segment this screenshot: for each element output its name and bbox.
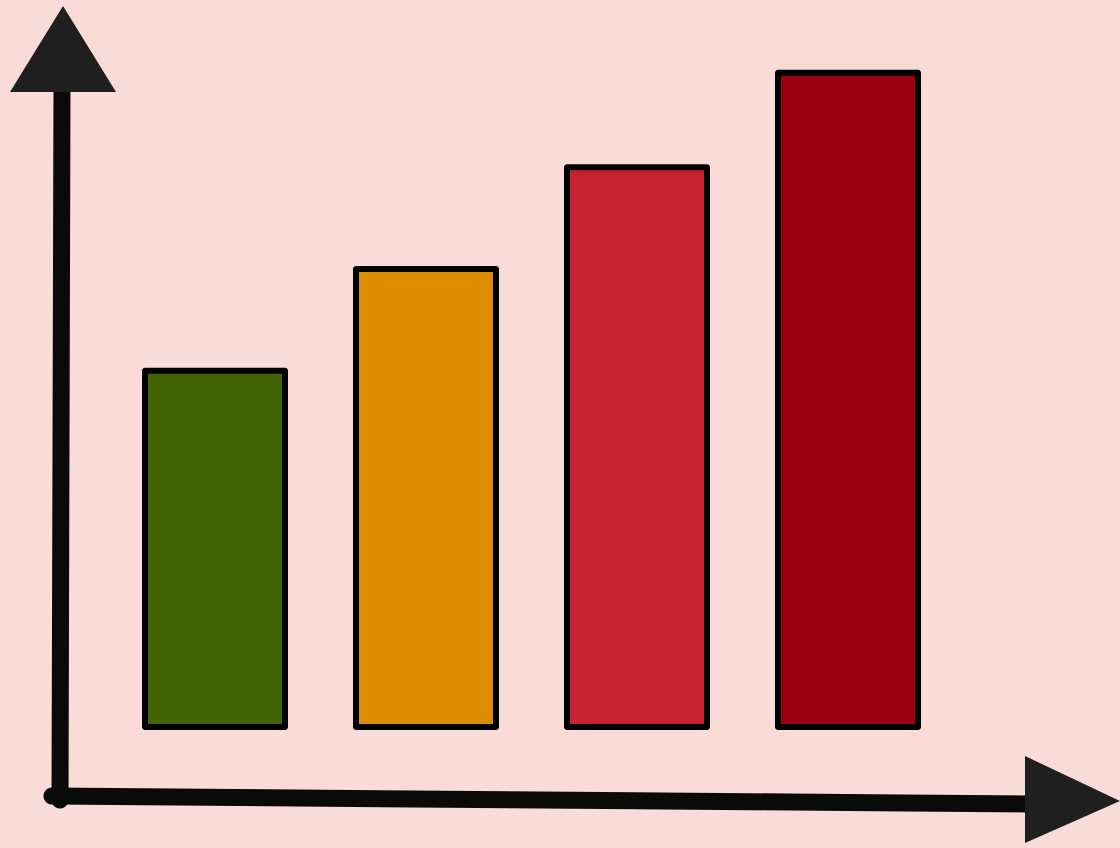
axes-group: [10, 6, 1120, 843]
bar-2: [353, 265, 499, 730]
y-axis-line: [51, 79, 71, 809]
y-axis-arrowhead: [10, 6, 116, 92]
x-axis-line: [43, 787, 1039, 813]
bar-3: [564, 164, 710, 730]
x-axis-arrowhead: [1025, 756, 1120, 843]
bars-group: [142, 69, 921, 730]
bar-1: [142, 367, 288, 730]
bar-4: [775, 69, 921, 730]
